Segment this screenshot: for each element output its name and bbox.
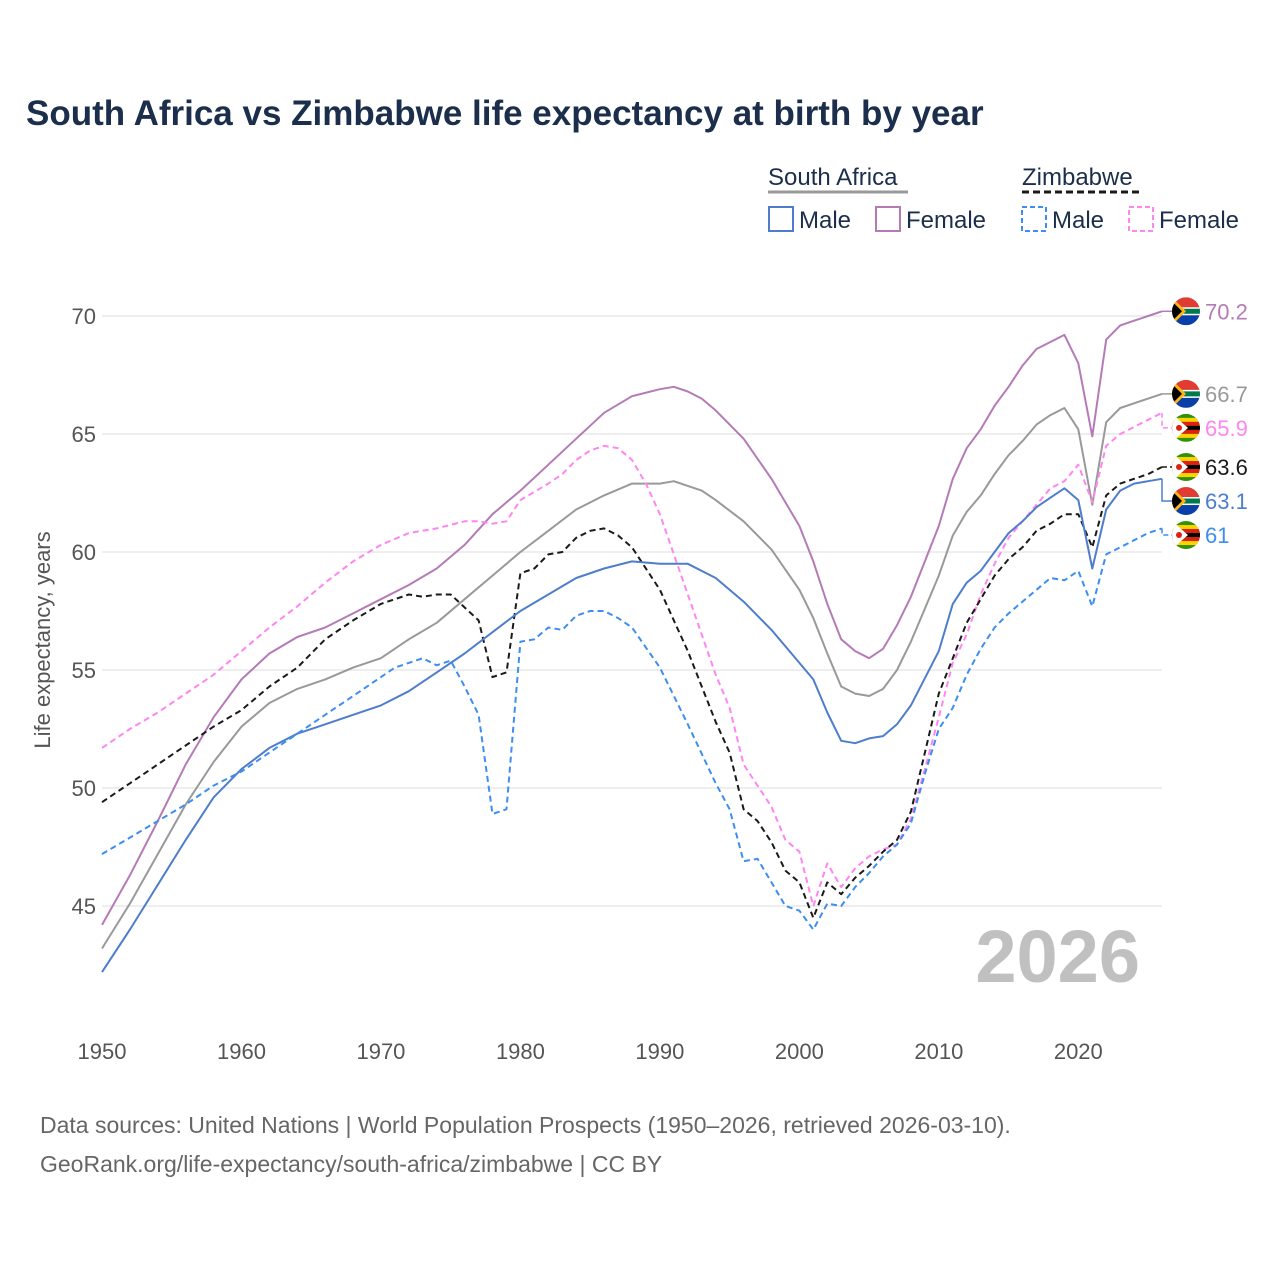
south-africa-flag-icon (1172, 380, 1200, 408)
south-africa-flag-icon (1172, 487, 1200, 515)
x-tick-label: 1950 (78, 1039, 127, 1064)
south-africa-flag-icon (1172, 297, 1200, 325)
y-tick-label: 70 (72, 304, 96, 329)
y-tick-label: 65 (72, 422, 96, 447)
end-value-label-zimbabwe-female: 65.9 (1205, 416, 1248, 441)
year-watermark: 2026 (975, 915, 1140, 998)
series-line-south-africa-male (101, 477, 1163, 973)
end-label-connector (1161, 412, 1172, 429)
legend-sa-female-swatch (875, 206, 901, 232)
end-value-label-zimbabwe-male: 61 (1205, 523, 1229, 548)
end-value-label-south-africa-male: 63.1 (1205, 489, 1248, 514)
source-url: GeoRank.org/life-expectancy/south-africa… (40, 1151, 663, 1177)
y-tick-label: 60 (72, 540, 96, 565)
legend: South Africa Male Female Zimbabwe Male F… (768, 164, 1239, 234)
end-value-label-zimbabwe: 63.6 (1205, 455, 1248, 480)
source-note: Data sources: United Nations | World Pop… (40, 1106, 1011, 1184)
source-line: Data sources: United Nations | World Pop… (40, 1112, 1011, 1138)
legend-zw-female: Female (1159, 207, 1239, 234)
x-tick-label: 1960 (217, 1039, 266, 1064)
x-tick-label: 2010 (914, 1039, 963, 1064)
end-label-connector (1161, 528, 1172, 536)
end-value-label-south-africa: 66.7 (1205, 382, 1248, 407)
legend-zw-male: Male (1052, 207, 1104, 234)
chart-title: South Africa vs Zimbabwe life expectancy… (26, 94, 984, 133)
series-line-south-africa (101, 392, 1163, 950)
x-tick-label: 1990 (635, 1039, 684, 1064)
zimbabwe-flag-icon (1172, 414, 1200, 442)
legend-sa-male-swatch (768, 206, 794, 232)
y-tick-label: 55 (72, 658, 96, 683)
series-line-zimbabwe-female (101, 411, 1163, 907)
zimbabwe-flag-icon (1172, 453, 1200, 481)
legend-sa-male: Male (799, 207, 851, 234)
end-value-label-south-africa-female: 70.2 (1205, 299, 1248, 324)
zimbabwe-flag-icon (1172, 521, 1200, 549)
series-line-zimbabwe (101, 466, 1163, 919)
y-tick-label: 45 (72, 894, 96, 919)
x-tick-label: 2000 (775, 1039, 824, 1064)
legend-zw-male-swatch (1021, 206, 1047, 232)
x-tick-label: 1980 (496, 1039, 545, 1064)
series-line-south-africa-female (101, 310, 1163, 926)
legend-zw-female-swatch (1128, 206, 1154, 232)
legend-group-south-africa: South Africa (768, 164, 898, 191)
end-label-connector (1161, 478, 1172, 502)
x-tick-label: 2020 (1054, 1039, 1103, 1064)
legend-sa-female: Female (906, 207, 986, 234)
x-tick-label: 1970 (356, 1039, 405, 1064)
y-axis-label: Life expectancy, years (30, 531, 55, 748)
series-line-zimbabwe-male (101, 527, 1163, 931)
y-tick-label: 50 (72, 776, 96, 801)
legend-group-zimbabwe: Zimbabwe (1022, 164, 1133, 191)
